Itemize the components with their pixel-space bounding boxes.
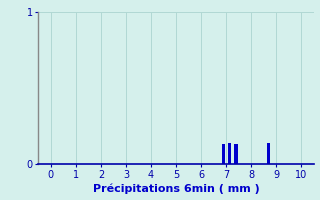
X-axis label: Précipitations 6min ( mm ): Précipitations 6min ( mm ) bbox=[92, 184, 260, 194]
Bar bbox=[228, 143, 231, 164]
Bar bbox=[267, 143, 270, 164]
Bar bbox=[222, 144, 225, 164]
Bar bbox=[235, 144, 238, 164]
